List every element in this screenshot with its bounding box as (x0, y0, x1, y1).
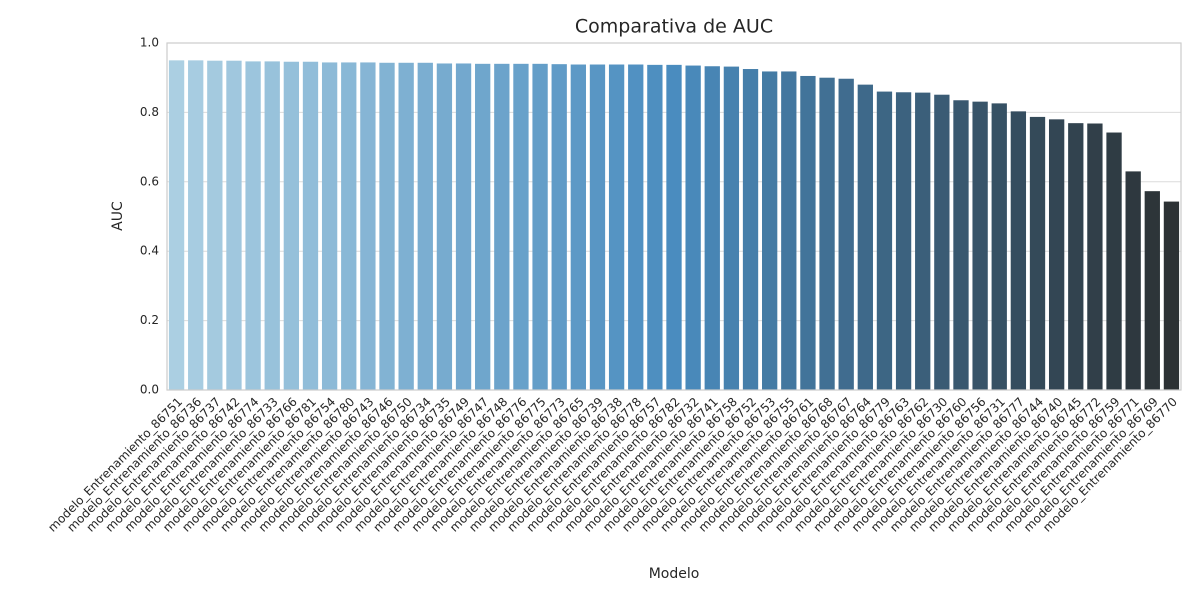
y-tick-label: 0.2 (140, 313, 159, 327)
bar (1087, 123, 1103, 390)
bar (589, 64, 606, 390)
y-tick-label: 1.0 (140, 36, 159, 50)
bar (341, 62, 357, 390)
y-axis-label: AUC (110, 201, 126, 231)
y-tick-label: 0.4 (140, 244, 159, 258)
bar (1106, 132, 1122, 390)
bar (264, 61, 280, 391)
bar (245, 61, 261, 391)
bar (608, 64, 625, 390)
bar (1010, 111, 1027, 390)
bar (1163, 201, 1180, 390)
chart-title: Comparativa de AUC (575, 16, 773, 38)
bar (704, 66, 720, 391)
bar (379, 62, 395, 391)
bar (1048, 119, 1065, 390)
bar (551, 64, 567, 391)
plot-frame (166, 42, 1182, 391)
bar (838, 78, 854, 390)
bar (188, 60, 204, 390)
bar (207, 60, 223, 391)
bar (972, 101, 988, 390)
y-tick-label: 0.0 (140, 383, 159, 397)
bar (168, 60, 185, 390)
bar (436, 63, 453, 391)
x-axis-label: Modelo (649, 566, 700, 582)
bar (876, 91, 893, 390)
bar (283, 61, 300, 390)
y-tick-label: 0.8 (140, 105, 159, 119)
bar (953, 100, 969, 390)
bar (685, 65, 701, 391)
bar (360, 62, 376, 390)
bar (417, 62, 433, 391)
bar (570, 64, 586, 390)
bar (1068, 123, 1084, 391)
bar (857, 84, 873, 390)
bar (647, 64, 663, 391)
y-tick-label: 0.6 (140, 174, 159, 188)
bar (800, 75, 816, 390)
bar (723, 66, 740, 390)
bar (991, 103, 1007, 391)
bar (666, 64, 682, 391)
bar (895, 92, 912, 391)
bar (762, 71, 778, 390)
bar (1125, 171, 1141, 390)
bar (455, 63, 472, 391)
bar (513, 63, 529, 390)
bar (302, 61, 319, 390)
bar (226, 60, 242, 391)
bar (934, 94, 950, 390)
bar (321, 62, 338, 390)
bar (819, 77, 835, 390)
bar (494, 63, 510, 390)
bar (781, 71, 797, 390)
bar (398, 62, 414, 391)
bar (1144, 191, 1160, 390)
bar (475, 63, 491, 390)
bar (532, 63, 548, 390)
bar (628, 64, 644, 390)
bar (915, 92, 931, 390)
bar (1029, 116, 1046, 390)
bar (742, 69, 759, 391)
